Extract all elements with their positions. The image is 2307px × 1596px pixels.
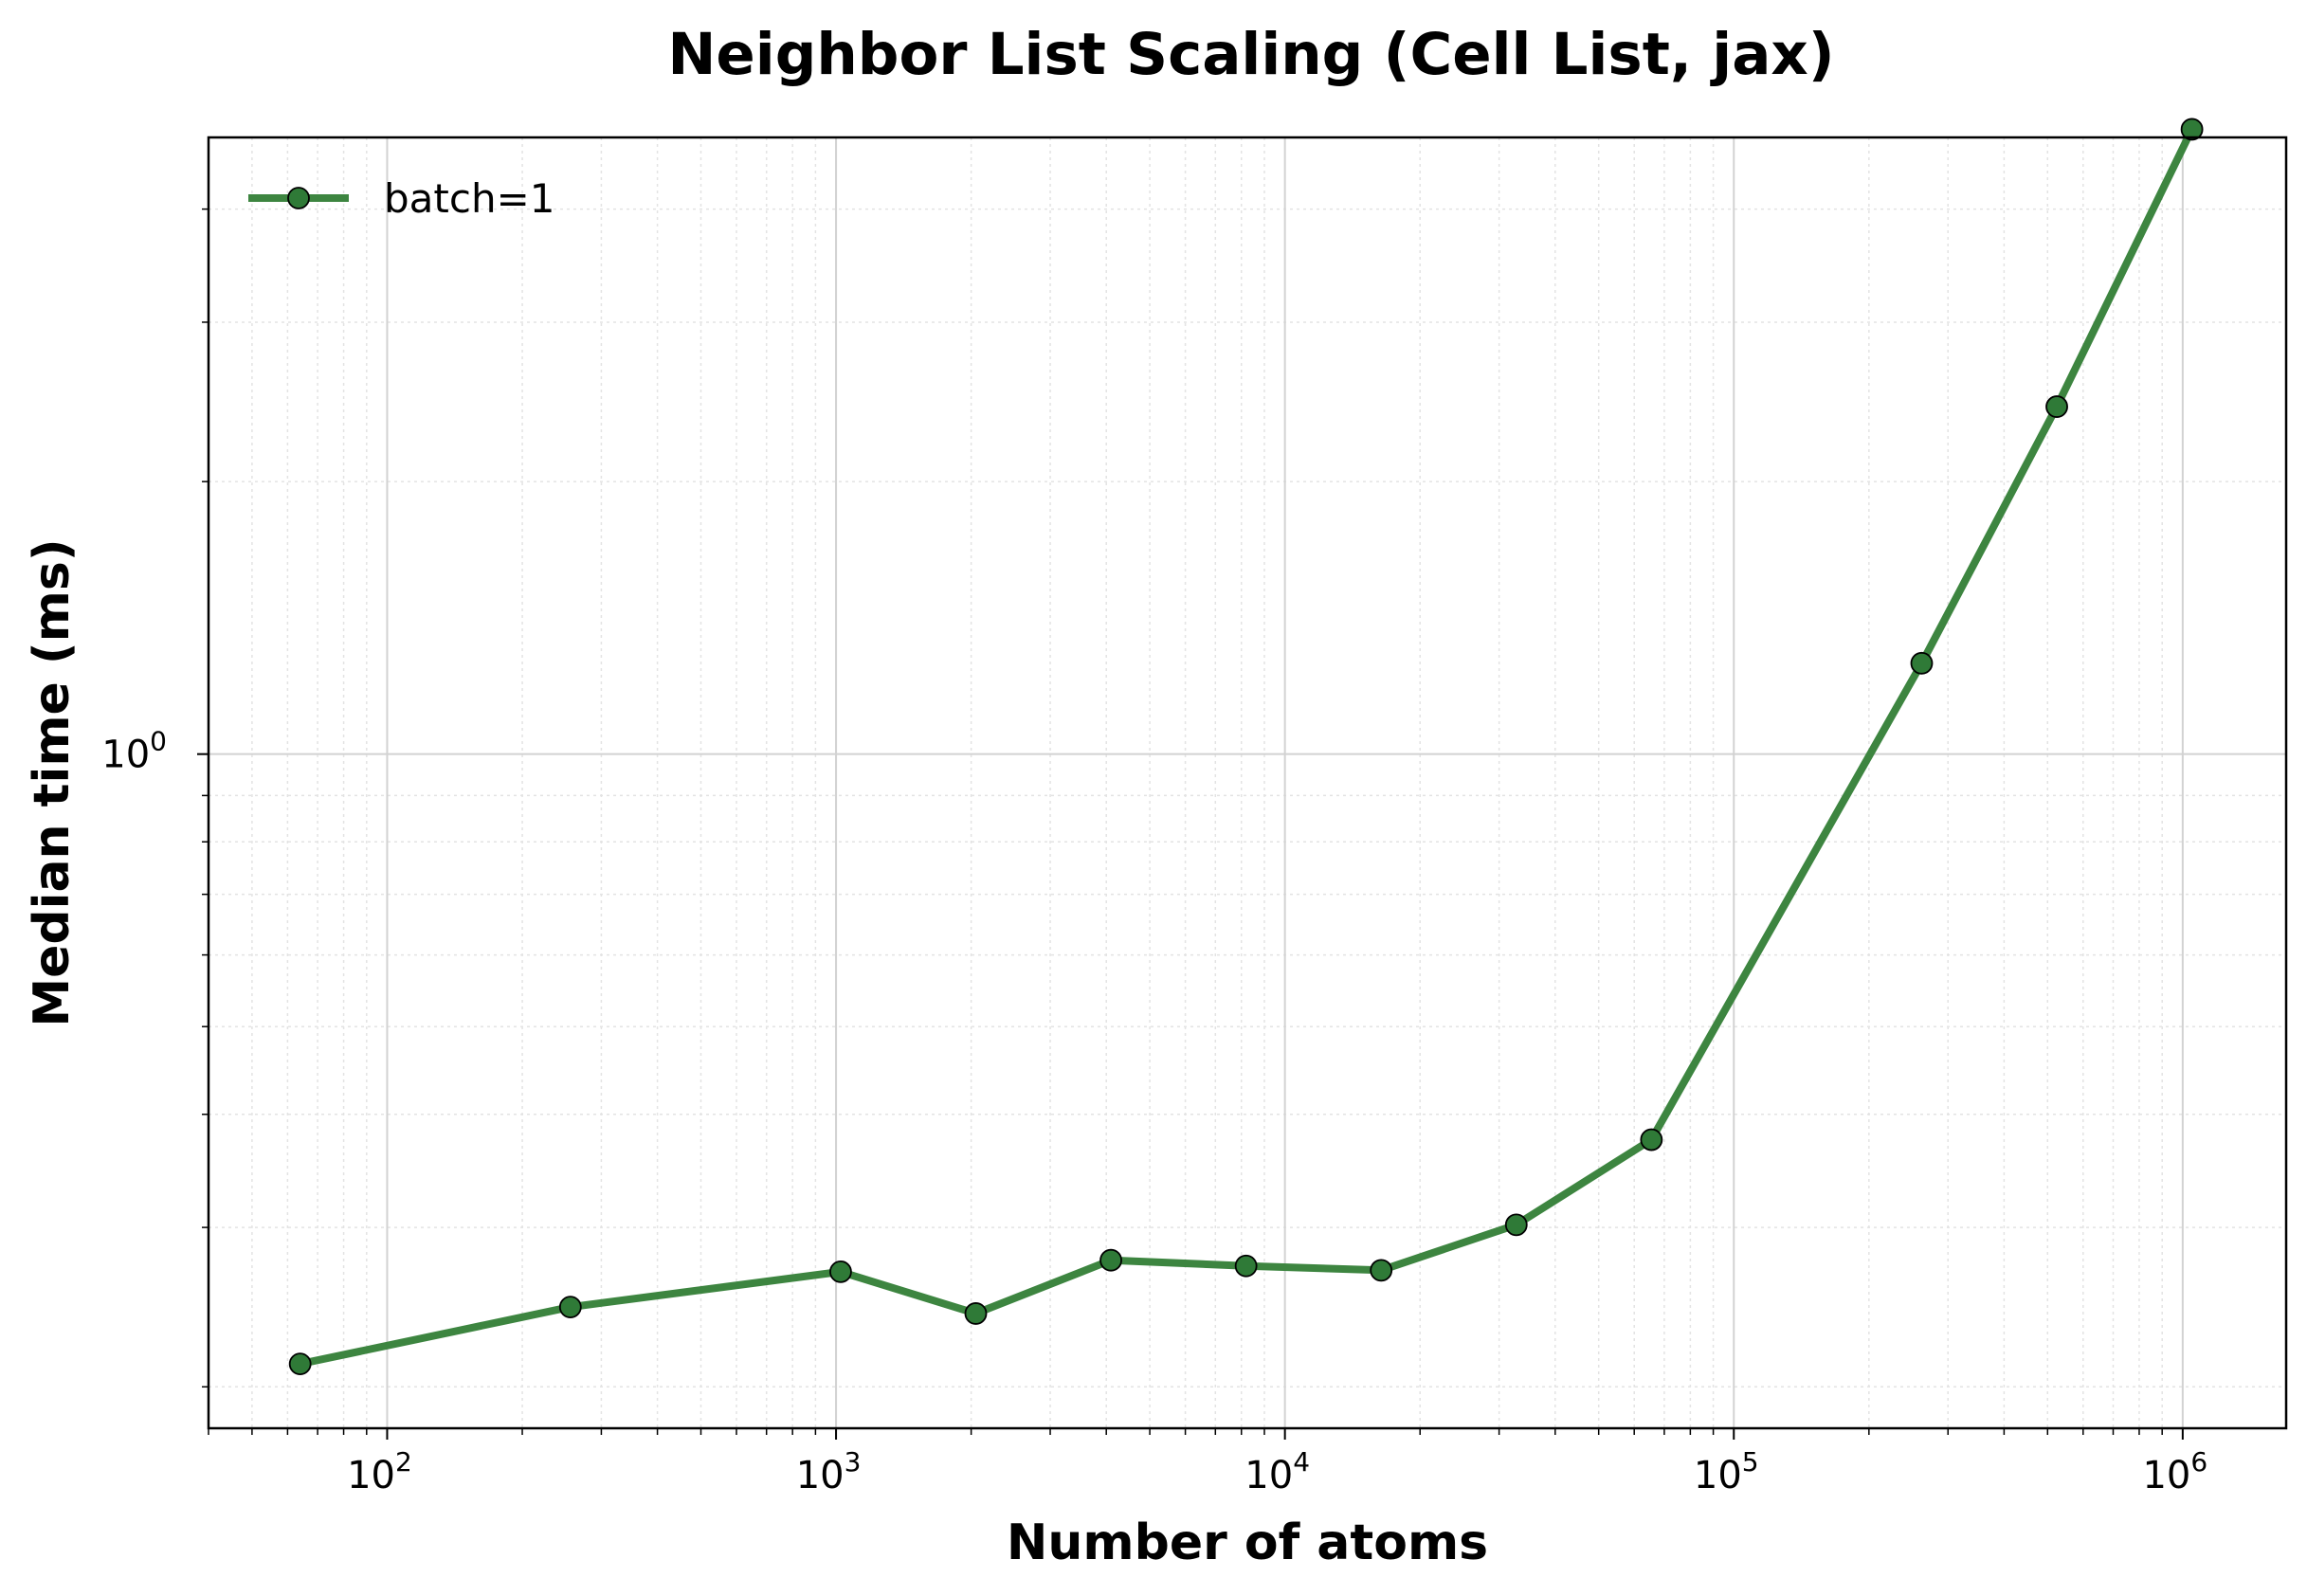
data-point xyxy=(1370,1259,1393,1282)
legend-marker xyxy=(287,187,310,209)
data-point xyxy=(2045,395,2068,418)
axis-ticks xyxy=(197,208,2184,1440)
data-point xyxy=(829,1260,852,1283)
legend: batch=1 xyxy=(248,175,555,222)
data-point xyxy=(1504,1213,1528,1237)
data-point xyxy=(558,1296,582,1319)
data-point xyxy=(288,1352,312,1376)
series-layer xyxy=(288,118,2204,1376)
series-line-0 xyxy=(296,125,2196,1369)
tick-labels: 102 103 104 105 106 100 xyxy=(101,726,2207,1497)
minor-grid xyxy=(208,137,2286,1428)
chart-title: Neighbor List Scaling (Cell List, jax) xyxy=(667,21,1834,88)
data-point xyxy=(1910,651,1934,675)
x-tick-label: 106 xyxy=(2142,1446,2207,1497)
y-tick-label: 100 xyxy=(101,726,167,777)
data-point xyxy=(2180,118,2204,141)
major-grid xyxy=(209,137,2286,1428)
plot-frame xyxy=(207,136,2288,1430)
data-point xyxy=(1099,1248,1122,1272)
x-tick-label: 104 xyxy=(1244,1446,1310,1497)
x-axis-label: Number of atoms xyxy=(1007,1514,1488,1571)
x-tick-label: 105 xyxy=(1694,1446,1759,1497)
x-tick-label: 102 xyxy=(347,1446,412,1497)
x-tick-label: 103 xyxy=(796,1446,862,1497)
y-axis-label: Median time (ms) xyxy=(24,538,81,1026)
data-point xyxy=(964,1302,988,1325)
data-point xyxy=(1234,1254,1258,1278)
data-point xyxy=(1640,1128,1663,1152)
legend-label: batch=1 xyxy=(384,175,555,222)
